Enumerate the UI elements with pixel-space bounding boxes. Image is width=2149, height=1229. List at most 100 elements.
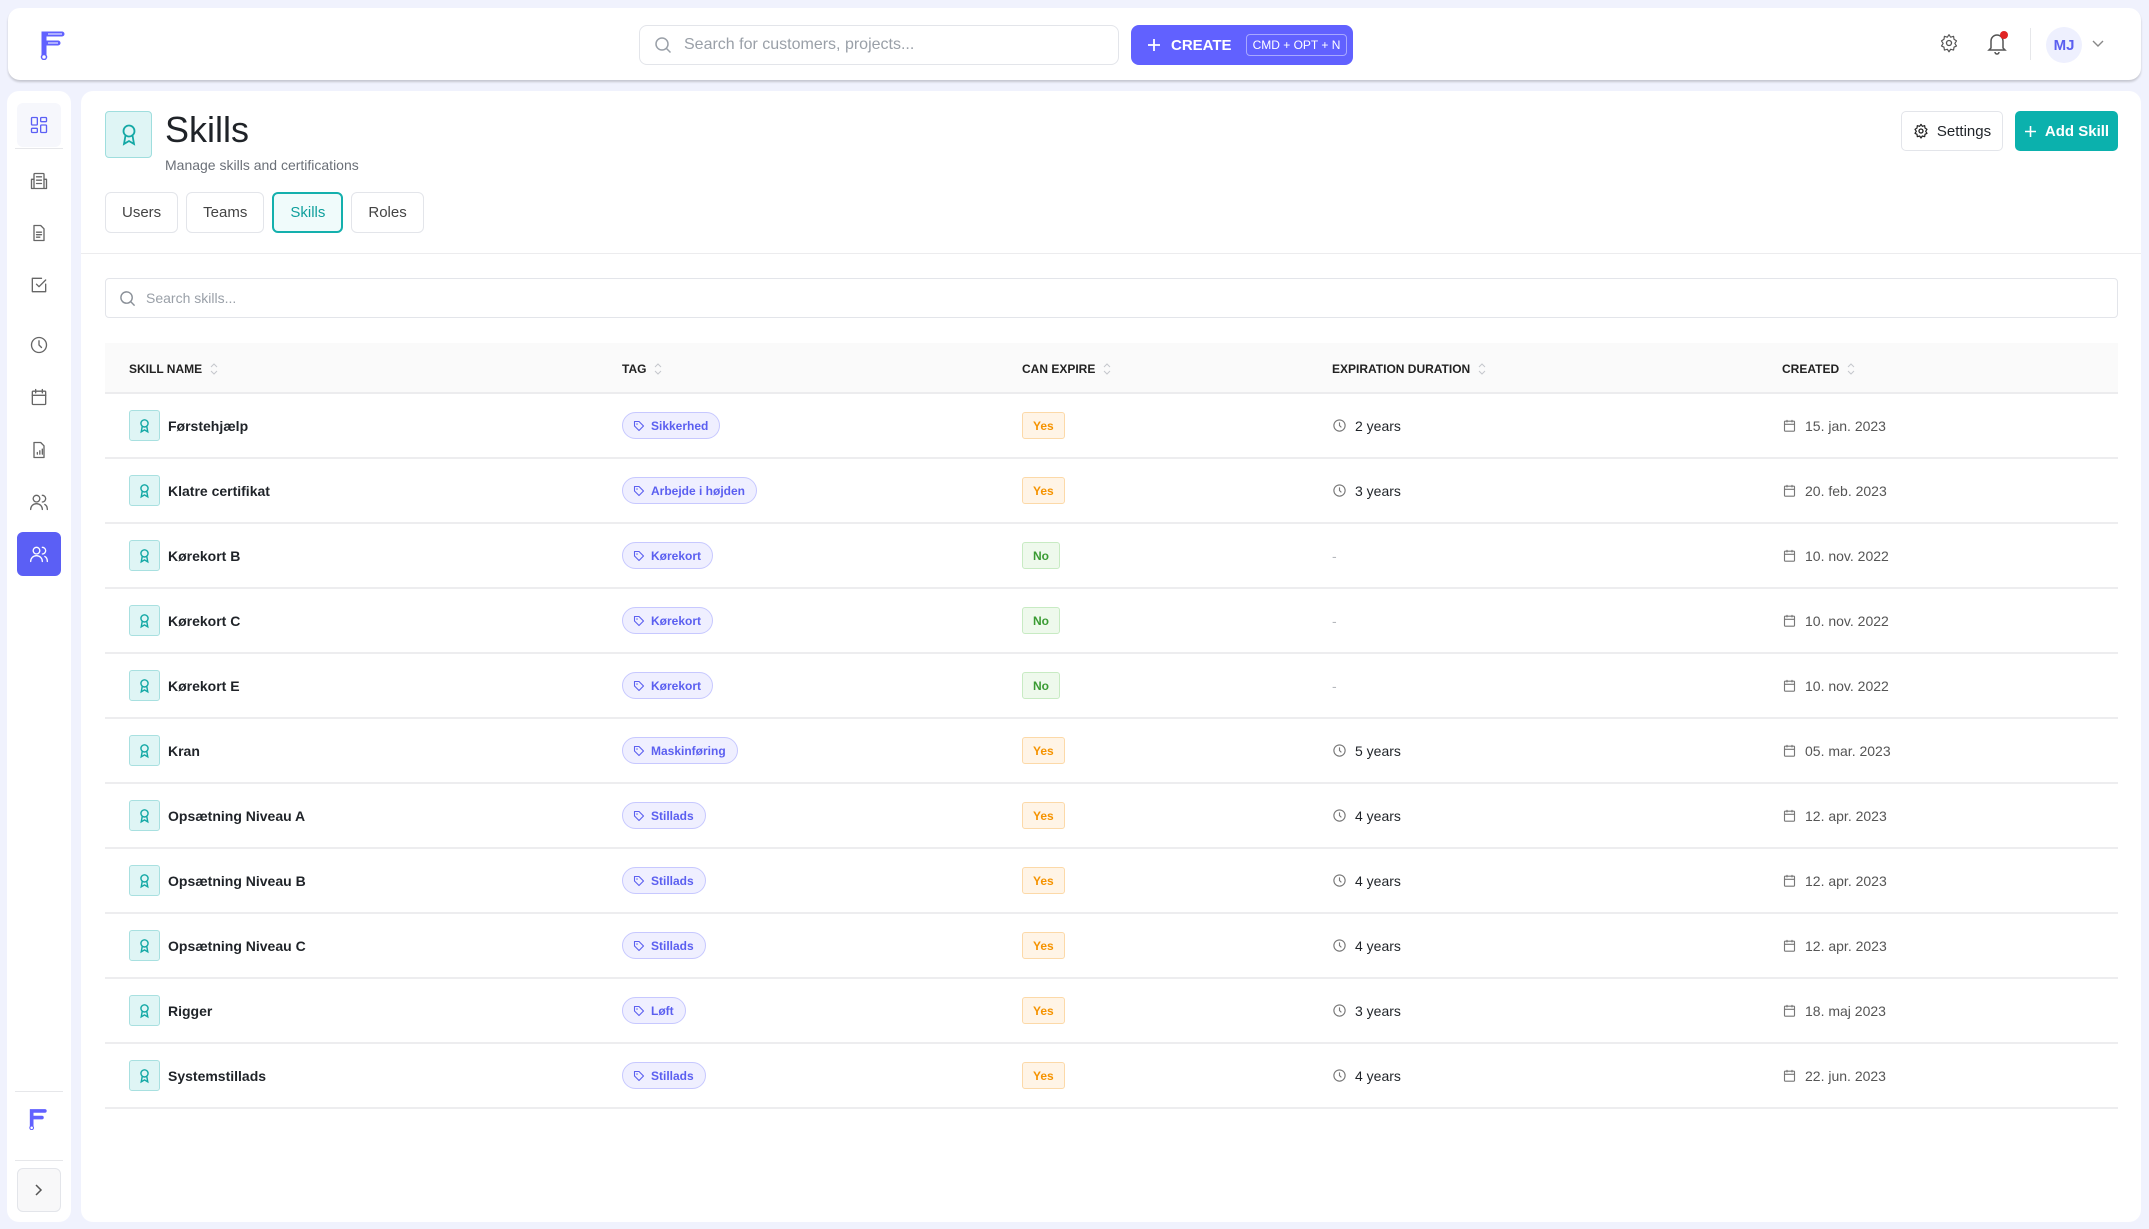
table-row[interactable]: Opsætning Niveau A Stillads Yes 4 years 12. … [105, 784, 2118, 849]
duration-value: 3 years [1355, 482, 1401, 499]
skill-name[interactable]: Opsætning Niveau C [168, 937, 306, 954]
table-row[interactable]: Opsætning Niveau B Stillads Yes 4 years 12. … [105, 849, 2118, 914]
global-search-input[interactable]: Search for customers, projects... [639, 25, 1119, 65]
created-date: 10. nov. 2022 [1805, 612, 1889, 629]
column-header-label: SKILL NAME [129, 361, 203, 376]
duration-value: 4 years [1355, 937, 1401, 954]
skills-search-input[interactable]: Search skills... [105, 278, 2118, 318]
skill-name[interactable]: Kran [168, 742, 200, 759]
table-row[interactable]: Rigger Løft Yes 3 years 18. maj 2023 [105, 979, 2118, 1044]
tag-cell: Stillads [622, 914, 706, 977]
sidebar-item-building[interactable] [17, 159, 61, 203]
skill-icon [129, 670, 160, 701]
table-row[interactable]: Førstehjælp Sikkerhed Yes 2 years 15. jan. 2… [105, 394, 2118, 459]
can-expire-cell: No [1022, 654, 1060, 717]
skill-name[interactable]: Rigger [168, 1002, 213, 1019]
tag-badge: Kørekort [622, 542, 714, 569]
tag-icon [633, 875, 645, 886]
column-header[interactable]: CREATED [1782, 343, 1855, 394]
can-expire-cell: Yes [1022, 914, 1065, 977]
can-expire-badge: No [1022, 607, 1060, 634]
tag-icon [633, 420, 645, 431]
skill-name[interactable]: Kørekort E [168, 677, 240, 694]
skill-name[interactable]: Opsætning Niveau B [168, 872, 306, 889]
column-header[interactable]: EXPIRATION DURATION [1332, 343, 1486, 394]
duration-cell: - [1332, 654, 1337, 717]
table-row[interactable]: Kørekort E Kørekort No - 10. nov. 2022 [105, 654, 2118, 719]
created-cell: 18. maj 2023 [1782, 979, 1886, 1042]
notifications-bell-icon[interactable] [1986, 30, 2010, 56]
award-icon [140, 613, 149, 628]
app-logo[interactable] [40, 30, 68, 60]
duration-value: - [1332, 677, 1337, 694]
table-row[interactable]: Systemstillads Stillads Yes 4 years 22. jun.… [105, 1044, 2118, 1109]
tag-cell: Kørekort [622, 524, 714, 587]
expand-sidebar-button[interactable] [17, 1168, 61, 1212]
tab-skills[interactable]: Skills [272, 192, 344, 233]
duration-value: 4 years [1355, 1067, 1401, 1084]
clock-icon [1333, 419, 1346, 432]
page-subtitle: Manage skills and certifications [165, 157, 359, 173]
can-expire-cell: No [1022, 524, 1060, 587]
skill-name-cell: Opsætning Niveau A [129, 784, 305, 847]
skill-name[interactable]: Kørekort C [168, 612, 241, 629]
calendar-icon [1783, 679, 1796, 692]
column-header[interactable]: TAG [622, 343, 662, 394]
skill-name-cell: Kørekort C [129, 589, 240, 652]
skill-name[interactable]: Systemstillads [168, 1067, 267, 1084]
can-expire-badge: Yes [1022, 802, 1065, 829]
create-button[interactable]: CREATE CMD + OPT + N [1131, 25, 1353, 65]
tag-cell: Stillads [622, 1044, 706, 1107]
sidebar-item-clock[interactable] [17, 323, 61, 367]
created-cell: 10. nov. 2022 [1782, 589, 1889, 652]
can-expire-cell: Yes [1022, 719, 1065, 782]
created-cell: 12. apr. 2023 [1782, 784, 1887, 847]
skill-name[interactable]: Kørekort B [168, 547, 241, 564]
created-date: 05. mar. 2023 [1805, 742, 1891, 759]
chevron-down-icon[interactable] [2092, 40, 2104, 48]
tag-icon [633, 1005, 645, 1016]
settings-icon[interactable] [1939, 33, 1959, 53]
table-row[interactable]: Kørekort B Kørekort No - 10. nov. 2022 [105, 524, 2118, 589]
table-row[interactable]: Klatre certifikat Arbejde i højden Yes 3 ye… [105, 459, 2118, 524]
tag-badge: Løft [622, 997, 686, 1024]
sidebar-item-dashboard[interactable] [17, 103, 61, 147]
table-row[interactable]: Kørekort C Kørekort No - 10. nov. 2022 [105, 589, 2118, 654]
skill-name[interactable]: Opsætning Niveau A [168, 807, 306, 824]
skill-name-cell: Kørekort B [129, 524, 240, 587]
skill-name-cell: Systemstillads [129, 1044, 266, 1107]
calendar-icon [1783, 484, 1796, 497]
table-row[interactable]: Kran Maskinføring Yes 5 years 05. mar. 2023 [105, 719, 2118, 784]
created-cell: 15. jan. 2023 [1782, 394, 1886, 457]
column-header-label: TAG [622, 361, 647, 376]
tab-users[interactable]: Users [105, 192, 179, 233]
skill-name[interactable]: Klatre certifikat [168, 482, 270, 499]
skill-name[interactable]: Førstehjælp [168, 417, 249, 434]
sidebar-item-calendar[interactable] [17, 375, 61, 419]
tag-badge: Stillads [622, 867, 706, 894]
column-header[interactable]: SKILL NAME [129, 343, 218, 394]
calendar-icon [1783, 549, 1796, 562]
sidebar-item-users[interactable] [17, 480, 61, 524]
table-row[interactable]: Opsætning Niveau C Stillads Yes 4 years 12. … [105, 914, 2118, 979]
tag-icon [633, 1070, 645, 1081]
calendar-icon [31, 388, 47, 406]
divider [81, 253, 2141, 254]
tab-teams[interactable]: Teams [186, 192, 265, 233]
users-icon [30, 494, 48, 511]
sidebar-item-document[interactable] [17, 211, 61, 255]
sidebar-item-checkbox[interactable] [17, 263, 61, 307]
column-header[interactable]: CAN EXPIRE [1022, 343, 1111, 394]
tab-roles[interactable]: Roles [351, 192, 424, 233]
avatar[interactable]: MJ [2046, 27, 2082, 63]
settings-button[interactable]: Settings [1901, 111, 2003, 151]
can-expire-cell: Yes [1022, 1044, 1065, 1107]
award-icon [140, 483, 149, 498]
sidebar-item-team[interactable] [17, 532, 61, 576]
add-skill-button[interactable]: Add Skill [2015, 111, 2118, 151]
award-icon [140, 938, 149, 953]
clock-icon [1333, 939, 1346, 952]
sidebar-item-report[interactable] [17, 428, 61, 472]
created-date: 20. feb. 2023 [1805, 482, 1887, 499]
can-expire-badge: No [1022, 542, 1060, 569]
